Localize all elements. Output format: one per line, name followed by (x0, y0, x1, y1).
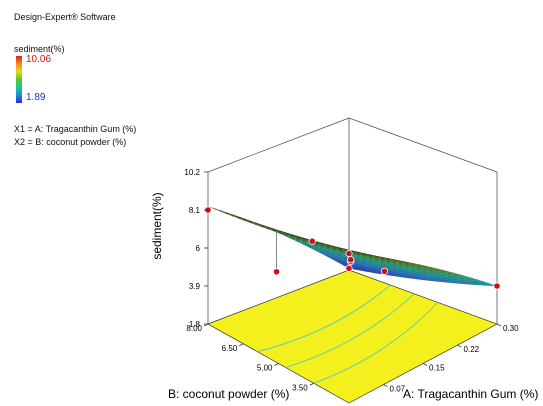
y-tick-label: 8.00 (186, 324, 202, 333)
x-tick-mark (422, 363, 428, 366)
design-point (345, 249, 353, 258)
design-point (345, 264, 353, 272)
y-tick-label: 3.50 (292, 383, 308, 392)
design-point (380, 267, 389, 275)
floor-contour (313, 302, 439, 384)
design-point (493, 282, 501, 290)
y-tick-label: 5.00 (257, 364, 273, 373)
color-scale-high: 10.06 (26, 54, 52, 65)
floor-contour (285, 293, 415, 368)
y-tick-mark (274, 363, 279, 366)
y-tick-mark (203, 323, 209, 327)
x-tick-mark (457, 344, 462, 348)
floor-contour (257, 284, 391, 353)
design-point (308, 237, 316, 245)
legend-panel: Design-Expert® Software sediment(%) 10.0… (0, 0, 190, 406)
z-tick-label: 3.9 (189, 282, 201, 291)
design-points (204, 206, 501, 290)
y-tick-mark (309, 382, 314, 386)
y-axis-label: B: coconut powder (%) (168, 387, 289, 401)
axis-ticks: 1.8 3.9 6 8.1 10.2 3.50 5.00 6.50 8.00 0.07 0.15 0.… (184, 168, 519, 394)
design-point (347, 256, 355, 264)
plot-floor (207, 269, 498, 404)
x-tick-label: 0.15 (429, 364, 445, 373)
x-tick-label: 0.30 (503, 324, 519, 333)
z-tick-label: 6 (196, 244, 201, 253)
y-tick-label: 6.50 (222, 344, 238, 353)
y-tick-mark (239, 343, 244, 347)
z-tick-label: 1.8 (189, 320, 201, 329)
box-edge (207, 117, 350, 173)
z-axis-label: sediment(%) (150, 192, 164, 259)
x-tick-label: 0.22 (464, 345, 480, 354)
x-axis-label: A: Tragacanthin Gum (%) (403, 387, 538, 401)
plot-box (207, 117, 498, 324)
color-scale-low: 1.89 (26, 92, 46, 103)
software-title: Design-Expert® Software (14, 12, 116, 22)
z-tick-label: 10.2 (184, 168, 200, 177)
z-tick-label: 8.1 (189, 206, 201, 215)
x-tick-label: 0.07 (390, 385, 406, 394)
color-scale-bar (16, 56, 22, 103)
x-tick-mark (383, 384, 388, 387)
box-edge (348, 117, 498, 173)
design-point (272, 268, 281, 276)
response-name: sediment(%) (14, 44, 65, 54)
floor-plane (207, 269, 498, 404)
factor-x2: X2 = B: coconut powder (%) (14, 137, 127, 147)
factor-x1: X1 = A: Tragacanthin Gum (%) (14, 124, 137, 134)
x-tick-mark (496, 323, 502, 327)
